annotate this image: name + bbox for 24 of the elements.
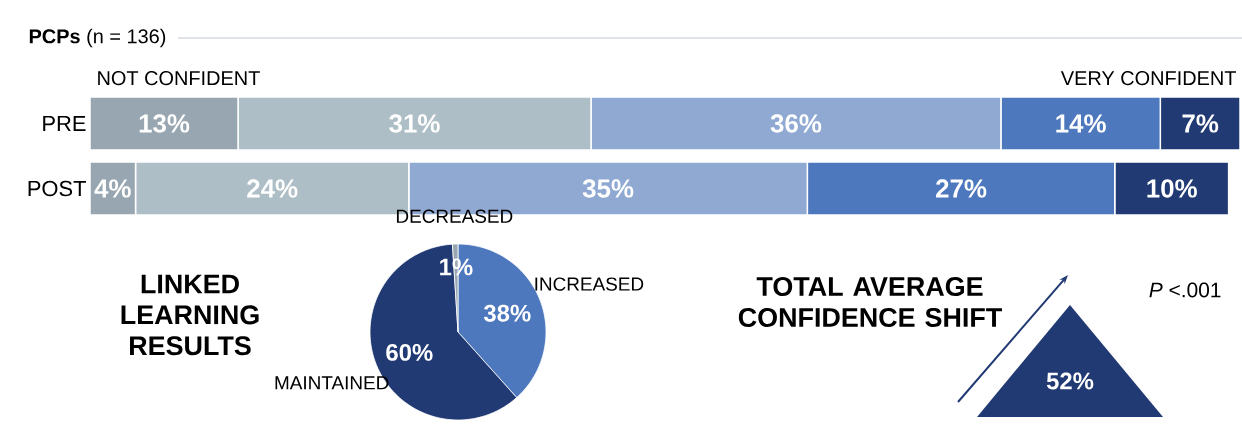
data-label: 13%: [139, 114, 190, 133]
data-label: 36%: [770, 114, 822, 133]
text: VERY CONFIDENT: [1060, 71, 1237, 86]
data-label: 7%: [1182, 114, 1219, 133]
slice-label: MAINTAINED: [275, 376, 389, 390]
data-label: 24%: [247, 179, 298, 198]
text: TOTAL AVERAGE CONFIDENCE SHIFT: [738, 277, 1002, 327]
data-label: 14%: [1056, 114, 1106, 133]
y-tick-label: PRE: [43, 115, 86, 132]
slice-label: DECREASED: [396, 209, 513, 223]
text: P <.001: [1149, 282, 1221, 298]
data-label: 27%: [936, 179, 987, 198]
data-label: 10%: [1147, 179, 1197, 198]
data-label: 35%: [582, 179, 634, 198]
text: LINKED LEARNING RESULTS: [121, 274, 259, 356]
chart-title: PCPs (n = 136): [29, 28, 166, 48]
data-label: 60%: [386, 343, 433, 361]
slice-label: INCREASED: [535, 277, 644, 291]
data-label: 31%: [389, 114, 440, 133]
data-label: 4%: [94, 179, 131, 198]
data-label: 38%: [483, 304, 531, 322]
y-tick-label: POST: [28, 180, 86, 197]
data-label: 52%: [1046, 372, 1094, 390]
text: NOT CONFIDENT: [98, 71, 260, 86]
